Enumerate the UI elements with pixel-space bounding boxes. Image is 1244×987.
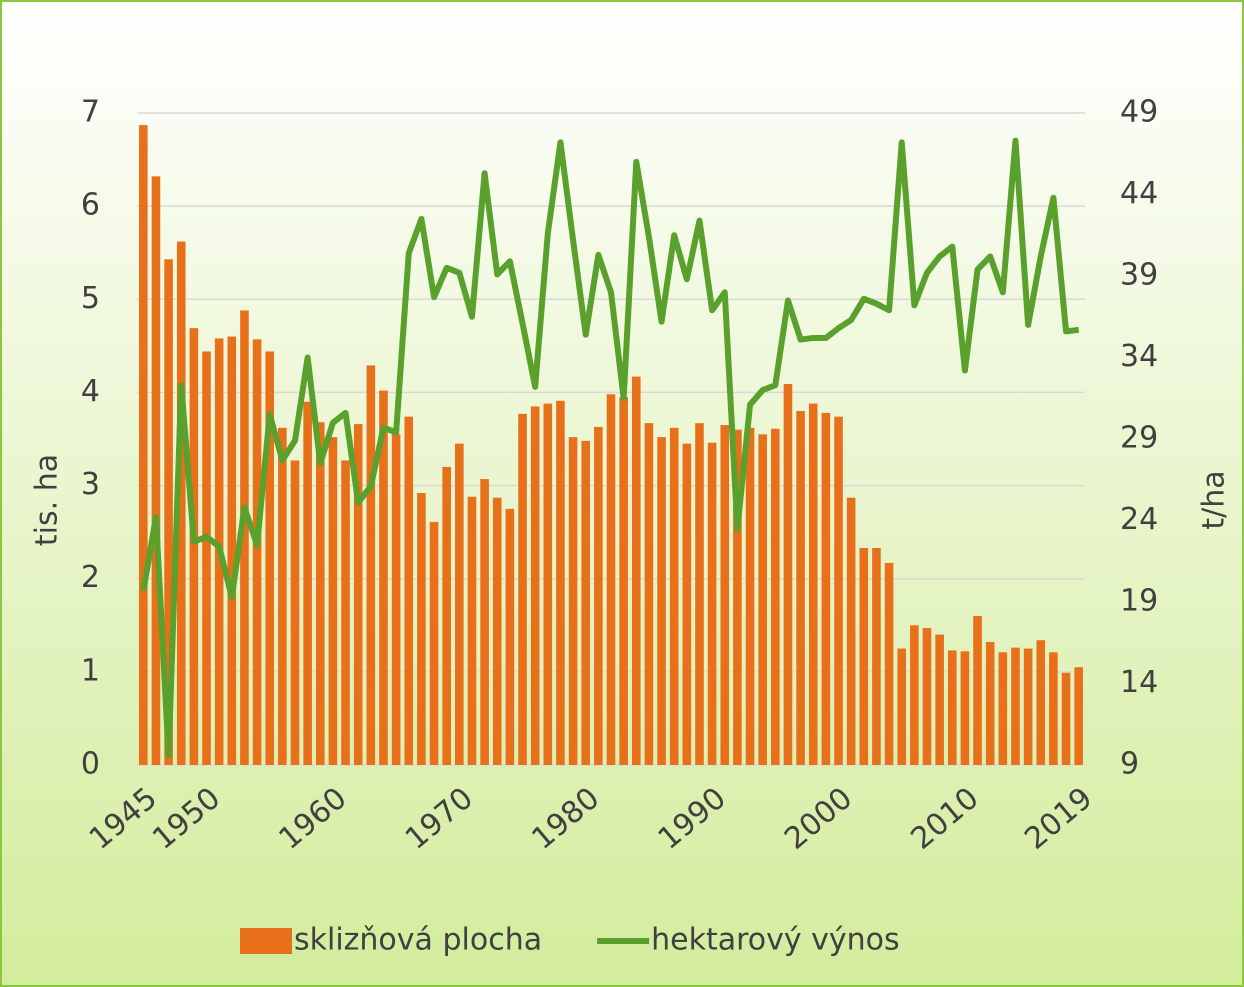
- bar: [619, 397, 628, 765]
- y-tick-label: 0: [81, 747, 100, 782]
- y2-tick-label: 34: [1120, 339, 1158, 374]
- bar: [505, 508, 515, 765]
- bar: [530, 406, 540, 765]
- bar: [935, 634, 944, 765]
- y2-tick-label: 29: [1120, 421, 1158, 456]
- bar: [417, 493, 426, 765]
- bar: [265, 351, 275, 765]
- legend-label: sklizňová plocha: [294, 923, 542, 958]
- bar: [733, 429, 742, 765]
- y-tick-label: 5: [81, 281, 100, 316]
- bar: [872, 547, 881, 765]
- bar: [240, 310, 249, 765]
- bar: [846, 497, 856, 765]
- y-tick-label: 2: [81, 560, 100, 595]
- bar: [543, 403, 553, 765]
- bar: [960, 651, 970, 765]
- bar: [606, 394, 616, 765]
- bar: [353, 424, 363, 765]
- y2-tick-label: 14: [1120, 665, 1158, 700]
- bar: [720, 425, 730, 765]
- y-axis-label: tis. ha: [30, 454, 65, 546]
- bar: [518, 413, 527, 765]
- bar: [315, 422, 325, 765]
- bar: [1061, 672, 1071, 765]
- y2-tick-label: 49: [1120, 95, 1158, 130]
- bar: [1036, 640, 1046, 765]
- line: [140, 137, 1080, 759]
- bar: [467, 496, 477, 765]
- bar: [947, 650, 957, 765]
- bar: [404, 416, 414, 765]
- bar: [290, 460, 300, 765]
- y2-tick-label: 19: [1120, 584, 1158, 619]
- bar: [341, 460, 350, 765]
- bar: [366, 365, 376, 765]
- bar: [758, 434, 767, 765]
- bar: [328, 437, 338, 765]
- bar: [695, 423, 704, 765]
- bar: [796, 411, 805, 765]
- bar: [1023, 648, 1033, 765]
- bar: [568, 437, 578, 765]
- bar: [151, 176, 161, 765]
- bar: [391, 434, 401, 765]
- bar: [227, 336, 237, 765]
- bar: [884, 562, 894, 765]
- bar: [139, 125, 148, 765]
- bar: [922, 628, 932, 765]
- y-tick-label: 3: [81, 467, 100, 502]
- bar: [164, 259, 173, 765]
- bar: [834, 416, 843, 765]
- legend-swatch: [240, 928, 292, 954]
- bar: [657, 437, 666, 765]
- bar: [278, 427, 287, 765]
- bar: [821, 412, 831, 765]
- bar: [581, 440, 591, 765]
- y-tick-label: 6: [81, 188, 100, 223]
- y-tick-label: 1: [81, 653, 100, 688]
- bar: [480, 479, 489, 765]
- bar: [998, 652, 1008, 765]
- y2-tick-label: 9: [1120, 747, 1139, 782]
- bar: [631, 376, 641, 765]
- y-tick-label: 7: [81, 95, 100, 130]
- bar: [707, 442, 717, 765]
- bar: [1074, 667, 1083, 765]
- bar: [429, 521, 439, 765]
- legend-label: hektarový výnos: [651, 923, 900, 958]
- y-tick-label: 4: [81, 374, 100, 409]
- bar: [771, 428, 780, 765]
- bar: [442, 466, 451, 765]
- bar: [176, 241, 186, 766]
- bar: [1049, 652, 1058, 765]
- bar: [252, 339, 262, 765]
- y2-tick-label: 39: [1120, 258, 1158, 293]
- bar: [455, 443, 464, 765]
- bar: [644, 423, 654, 765]
- bar: [202, 351, 211, 765]
- bar: [808, 403, 818, 765]
- bar: [859, 547, 869, 765]
- bar: [379, 390, 388, 765]
- bar: [973, 615, 982, 765]
- bar: [556, 400, 565, 765]
- bar: [189, 328, 199, 765]
- bar: [745, 427, 755, 765]
- bar: [985, 642, 995, 765]
- bar: [783, 384, 793, 765]
- bar: [1011, 647, 1020, 765]
- bar: [910, 625, 919, 765]
- y2-axis-label: t/ha: [1197, 470, 1232, 529]
- bar: [682, 443, 692, 765]
- bar: [897, 648, 907, 765]
- bar: [492, 497, 502, 765]
- bar: [669, 427, 679, 765]
- y2-tick-label: 24: [1120, 502, 1158, 537]
- bar: [303, 401, 312, 765]
- bar: [594, 426, 603, 765]
- y2-tick-label: 44: [1120, 176, 1158, 211]
